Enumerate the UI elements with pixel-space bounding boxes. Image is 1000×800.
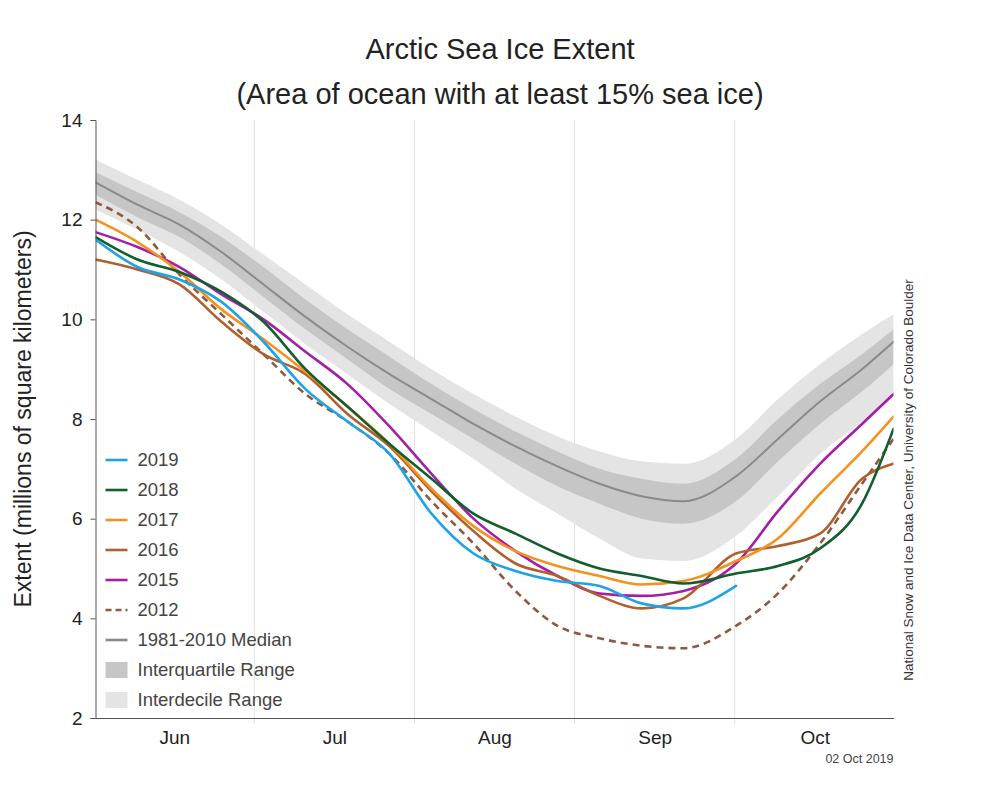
y-tick-mark — [91, 618, 96, 619]
series-line — [96, 260, 894, 609]
legend-label: 2018 — [138, 479, 179, 500]
y-tick: 2 — [72, 708, 96, 729]
title: Arctic Sea Ice Extent — [365, 33, 634, 65]
x-tick-label: Sep — [638, 727, 672, 748]
legend-label: 2015 — [138, 569, 179, 590]
y-tick-label: 8 — [72, 409, 83, 430]
y-tick-mark — [91, 519, 96, 520]
y-tick: 12 — [61, 209, 95, 230]
legend-swatch — [106, 639, 128, 642]
y-tick-label: 14 — [61, 110, 83, 131]
series-line — [96, 182, 894, 501]
y-axis-title: Extent (millions of square kilometers) — [10, 230, 36, 607]
legend-label: 2017 — [138, 509, 179, 530]
y-tick-label: 6 — [72, 508, 83, 529]
x-axis-line — [96, 718, 894, 719]
x-tick: Jul — [323, 718, 347, 748]
x-tick: Aug — [478, 718, 512, 748]
legend-item: Interquartile Range — [106, 659, 295, 680]
legend-item: 2017 — [106, 509, 179, 530]
y-tick: 6 — [72, 508, 96, 529]
legend-swatch — [106, 579, 128, 582]
legend-swatch — [106, 692, 128, 708]
legend-item: 2015 — [106, 569, 179, 590]
chart-svg: 2 4 6 8 10 12 14 Jun Jul Aug Sep Oct Arctic Sea Ice … — [0, 0, 1000, 800]
legend-swatch — [106, 662, 128, 678]
y-tick-label: 12 — [61, 209, 82, 230]
legend-label: 1981-2010 Median — [138, 629, 292, 650]
y-tick: 10 — [61, 309, 95, 330]
y-tick-mark — [91, 419, 96, 420]
series-line — [96, 220, 894, 585]
legend-swatch — [106, 519, 128, 522]
y-axis-line — [91, 121, 97, 719]
x-tick-label: Jun — [159, 727, 190, 748]
legend-item: 2018 — [106, 479, 179, 500]
y-tick-mark — [91, 120, 96, 121]
x-tick: Oct — [800, 718, 830, 748]
series-line — [96, 237, 894, 583]
x-tick-label: Oct — [800, 727, 830, 748]
grid-line — [734, 120, 735, 724]
x-tick-label: Aug — [478, 727, 512, 748]
legend-label: Interquartile Range — [138, 659, 295, 680]
subtitle: (Area of ocean with at least 15% sea ice… — [236, 78, 763, 110]
y-tick-mark — [91, 718, 96, 719]
legend-label: Interdecile Range — [138, 689, 283, 710]
range-band — [96, 160, 894, 561]
legend-swatch — [106, 609, 128, 612]
y-tick: 14 — [61, 110, 95, 131]
credit: National Snow and Ice Data Center, Unive… — [901, 279, 916, 681]
y-tick-label: 2 — [72, 708, 83, 729]
legend-label: 2019 — [138, 449, 179, 470]
x-axis: Jun Jul Aug Sep Oct — [96, 718, 894, 748]
y-tick-label: 4 — [72, 608, 83, 629]
y-tick-label: 10 — [61, 309, 82, 330]
legend-swatch — [106, 549, 128, 552]
legend-item: 2016 — [106, 539, 179, 560]
legend-item: Interdecile Range — [106, 689, 283, 710]
legend-label: 2012 — [138, 599, 179, 620]
legend-swatch — [106, 489, 128, 492]
y-tick-mark — [91, 319, 96, 320]
range-band — [96, 172, 894, 523]
legend-item: 1981-2010 Median — [106, 629, 292, 650]
plot-area — [96, 160, 894, 648]
y-axis: 2 4 6 8 10 12 14 — [61, 110, 96, 729]
legend: 2019 2018 2017 2016 2015 2012 1981-2010 Median… — [106, 449, 295, 710]
y-tick: 8 — [72, 409, 96, 430]
x-tick-label: Jul — [323, 727, 347, 748]
chart-container: 2 4 6 8 10 12 14 Jun Jul Aug Sep Oct Arctic Sea Ice … — [0, 0, 1000, 800]
y-tick-mark — [91, 220, 96, 221]
grid-line — [414, 120, 415, 724]
date-note: 02 Oct 2019 — [825, 752, 893, 766]
series-line — [96, 240, 737, 609]
legend-label: 2016 — [138, 539, 179, 560]
y-tick: 4 — [72, 608, 96, 629]
x-tick: Jun — [159, 718, 190, 748]
x-tick: Sep — [638, 718, 672, 748]
legend-item: 2019 — [106, 449, 179, 470]
series-line — [96, 202, 894, 648]
legend-item: 2012 — [106, 599, 179, 620]
legend-swatch — [106, 459, 128, 462]
